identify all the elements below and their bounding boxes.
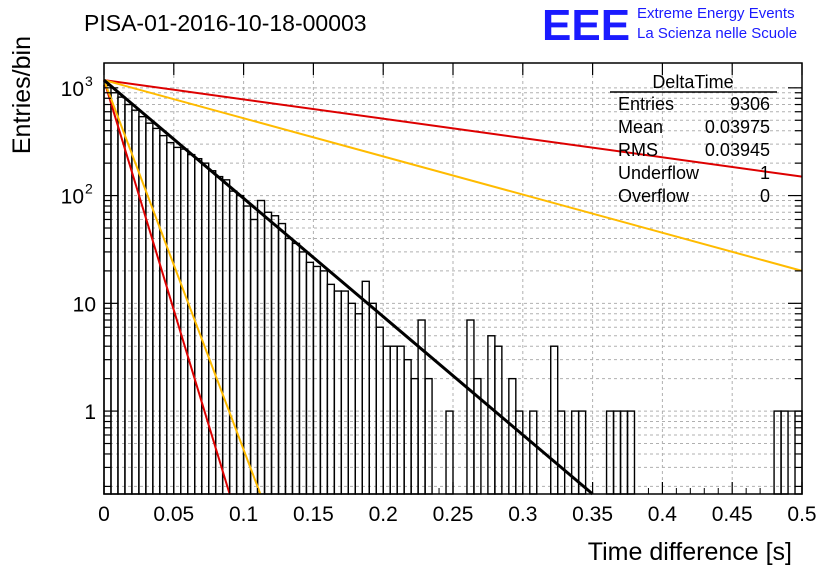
x-tick-label: 0.25: [433, 503, 474, 526]
stats-value-underflow: 1: [760, 163, 770, 183]
x-tick-label: 0.05: [153, 503, 194, 526]
histogram-bar: [256, 199, 266, 495]
curve-red: [103, 79, 231, 495]
histogram-bar: [605, 410, 615, 495]
histogram-bar: [347, 302, 356, 495]
histogram-bar: [612, 410, 622, 495]
histogram-bar: [508, 377, 517, 495]
histogram-bar: [361, 280, 370, 495]
stats-value-mean: 0.03975: [705, 117, 770, 137]
histogram-bar: [340, 290, 350, 495]
histogram-bar: [263, 211, 273, 495]
logo-line-2: La Scienza nelle Scuole: [637, 25, 797, 42]
chart-title: PISA-01-2016-10-18-00003: [84, 10, 367, 36]
histogram-bar: [389, 345, 398, 495]
x-tick-label: 0.35: [572, 503, 613, 526]
histogram-bar: [277, 222, 287, 495]
stats-value-overflow: 0: [760, 186, 770, 206]
histogram-bar: [550, 345, 559, 495]
histogram-bar: [529, 410, 538, 495]
curve-yellow: [103, 79, 262, 495]
histogram-bar: [159, 134, 168, 495]
x-tick-label: 0.45: [712, 503, 753, 526]
logo-line-1: Extreme Energy Events: [637, 5, 795, 22]
histogram-bar: [619, 410, 629, 495]
histogram-bar: [312, 265, 322, 495]
histogram-bar: [626, 410, 636, 495]
histogram-bar: [382, 345, 391, 495]
histogram-bar: [152, 127, 161, 495]
y-tick-label: 10: [61, 186, 84, 209]
stats-label-overflow: Overflow: [618, 186, 690, 206]
x-axis-ticks: 0 0.05 0.1 0.15 0.2 0.25 0.3 0.35 0.4 0.45 0.5: [98, 63, 817, 526]
histogram-bar: [773, 410, 782, 495]
stats-label-entries: Entries: [618, 94, 674, 114]
histogram-bar: [396, 345, 405, 495]
histogram-bar: [557, 410, 566, 495]
histogram-bar: [333, 290, 343, 495]
histogram-bar: [249, 218, 259, 495]
histogram-bar: [794, 410, 803, 495]
x-tick-label: 0.3: [508, 503, 537, 526]
y-tick-exponent: 2: [85, 181, 93, 197]
histogram-bar: [103, 84, 112, 495]
histogram-bar: [780, 410, 789, 495]
histogram-bar: [284, 237, 294, 495]
x-tick-label: 0.4: [648, 503, 678, 526]
histogram-bar: [424, 377, 433, 495]
histogram-bar: [110, 92, 119, 495]
histogram-bar: [270, 215, 280, 495]
stats-title: DeltaTime: [652, 72, 733, 92]
stats-label-underflow: Underflow: [618, 163, 700, 183]
histogram-bar: [319, 270, 329, 495]
histogram-bar: [201, 162, 210, 495]
stats-value-rms: 0.03945: [705, 140, 770, 160]
y-axis-label: Entries/bin: [8, 36, 36, 154]
stats-label-mean: Mean: [618, 117, 663, 137]
histogram-bar: [326, 283, 336, 495]
histogram-bar: [221, 179, 231, 495]
histogram-bar: [494, 345, 503, 495]
histogram-bar: [298, 251, 308, 495]
x-axis-label: Time difference [s]: [588, 538, 792, 566]
x-tick-label: 0.15: [293, 503, 334, 526]
y-tick-label: 10: [73, 293, 96, 316]
curve-red: [103, 79, 803, 178]
histogram-bar: [291, 242, 301, 495]
curve-yellow: [103, 79, 803, 272]
histogram-bar: [403, 358, 412, 495]
stats-box: DeltaTime Entries 9306 Mean 0.03975 RMS …: [610, 72, 777, 206]
x-tick-label: 0.2: [369, 503, 398, 526]
eee-logo: EEE: [542, 1, 630, 50]
histogram-bar: [515, 410, 524, 495]
fit-curves: [103, 78, 803, 496]
curve-black: [103, 78, 594, 496]
histogram-bar: [228, 190, 238, 495]
y-tick-label: 10: [61, 78, 84, 101]
histogram-bar: [368, 302, 377, 495]
stats-value-entries: 9306: [730, 94, 770, 114]
histogram-bar: [117, 96, 126, 495]
y-tick-exponent: 3: [85, 73, 93, 89]
histogram-bars: [103, 84, 803, 495]
x-tick-label: 0: [98, 503, 110, 526]
x-tick-label: 0.5: [787, 503, 816, 526]
histogram-bar: [445, 410, 454, 495]
y-tick-label: 1: [84, 401, 96, 424]
x-tick-label: 0.1: [229, 503, 258, 526]
histogram-bar: [410, 377, 419, 495]
stats-label-rms: RMS: [618, 140, 658, 160]
